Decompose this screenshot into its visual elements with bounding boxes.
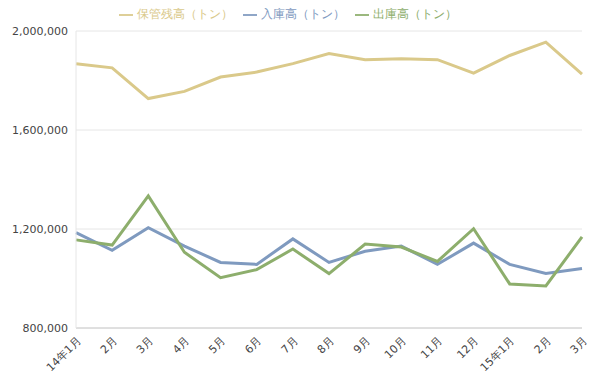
- svg-text:5月: 5月: [206, 334, 228, 356]
- svg-text:15年1月: 15年1月: [478, 334, 518, 374]
- svg-text:2,000,000: 2,000,000: [12, 25, 68, 38]
- svg-text:10月: 10月: [382, 334, 409, 361]
- svg-text:1,600,000: 1,600,000: [12, 124, 68, 137]
- svg-text:11月: 11月: [418, 334, 445, 361]
- svg-text:14年1月: 14年1月: [44, 334, 84, 374]
- svg-text:800,000: 800,000: [23, 322, 69, 335]
- html-text:出庫高（トン）: 出庫高（トン）: [373, 7, 457, 21]
- svg-text:3月: 3月: [568, 334, 590, 356]
- html-text:保管残高（トン）: 保管残高（トン）: [137, 7, 233, 21]
- svg-text:1,200,000: 1,200,000: [12, 223, 68, 236]
- svg-text:2月: 2月: [98, 334, 120, 356]
- svg-text:4月: 4月: [170, 334, 192, 356]
- svg-text:3月: 3月: [134, 334, 156, 356]
- svg-text:6月: 6月: [242, 334, 264, 356]
- html-text:入庫高（トン）: 入庫高（トン）: [261, 7, 345, 21]
- svg-text:8月: 8月: [315, 334, 337, 356]
- svg-text:12月: 12月: [454, 334, 481, 361]
- svg-text:2月: 2月: [532, 334, 554, 356]
- svg-text:7月: 7月: [279, 334, 301, 356]
- svg-text:9月: 9月: [351, 334, 373, 356]
